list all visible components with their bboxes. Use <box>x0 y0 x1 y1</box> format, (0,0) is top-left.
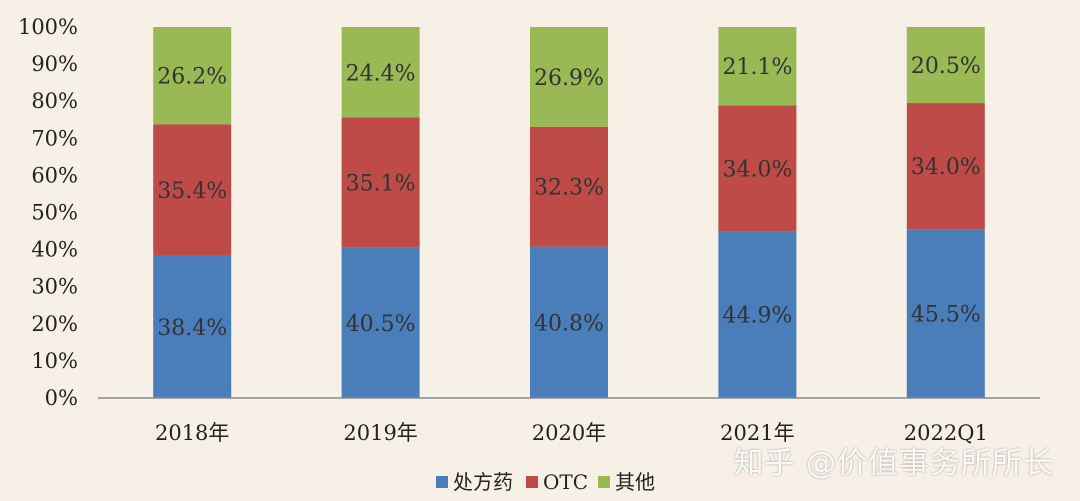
bar-segment <box>530 27 608 127</box>
legend-label: OTC <box>543 470 588 494</box>
bar-segment <box>906 27 985 104</box>
legend-swatch <box>526 476 538 488</box>
data-label: 34.0% <box>722 157 792 182</box>
watermark: 知乎 @价值事务所所长 <box>733 446 1054 481</box>
x-category-label: 2018年 <box>155 421 229 445</box>
legend-swatch <box>598 476 610 488</box>
y-tick-label: 100% <box>18 15 78 39</box>
x-category-label: 2022Q1 <box>904 421 988 445</box>
data-label: 40.8% <box>534 311 604 336</box>
bar-segment <box>718 27 797 106</box>
data-label: 45.5% <box>911 303 981 328</box>
bar-segment <box>530 246 608 398</box>
data-label: 24.4% <box>346 61 416 86</box>
x-category-label: 2019年 <box>343 421 417 445</box>
data-label: 35.4% <box>157 179 227 204</box>
x-category-label: 2020年 <box>532 421 606 445</box>
bar-segment <box>718 105 797 232</box>
y-tick-label: 30% <box>31 275 78 299</box>
data-label: 34.0% <box>911 155 981 180</box>
y-tick-label: 40% <box>31 238 78 262</box>
data-label: 21.1% <box>722 55 792 80</box>
y-tick-label: 90% <box>31 52 78 76</box>
bars <box>153 27 985 398</box>
data-labels: 38.4% 35.4% 26.2% 40.5% 35.1% 24.4% 40.8% 32.3%… <box>157 54 980 341</box>
data-label: 26.2% <box>157 65 227 90</box>
bar-segment <box>530 126 608 247</box>
bar-segment <box>153 255 232 398</box>
x-category-label: 2021年 <box>720 421 794 445</box>
data-label: 38.4% <box>157 316 227 341</box>
bar-segment <box>906 229 985 398</box>
bar-segment <box>718 231 797 398</box>
legend-swatch <box>436 476 448 488</box>
legend-label: 其他 <box>615 470 655 494</box>
data-label: 44.9% <box>722 304 792 329</box>
bar-segment <box>341 27 420 118</box>
data-label: 20.5% <box>911 54 981 79</box>
data-label: 35.1% <box>346 172 416 197</box>
bar-segment <box>906 103 985 230</box>
y-tick-label: 60% <box>31 163 78 187</box>
bar-segment <box>153 27 232 125</box>
legend-label: 处方药 <box>453 470 513 494</box>
legend: 处方药 OTC 其他 <box>436 470 655 494</box>
data-label: 26.9% <box>534 66 604 91</box>
y-tick-label: 50% <box>31 201 78 225</box>
bar-segment <box>153 124 232 256</box>
y-tick-label: 80% <box>31 89 78 113</box>
x-axis-categories: 2018年 2019年 2020年 2021年 2022Q1 <box>155 421 988 445</box>
data-label: 40.5% <box>346 312 416 337</box>
y-axis-ticks: 0% 10% 20% 30% 40% 50% 60% 70% 80% 90% 100% <box>18 15 78 410</box>
bar-segment <box>341 247 420 398</box>
y-tick-label: 0% <box>45 386 78 410</box>
y-tick-label: 70% <box>31 126 78 150</box>
data-label: 32.3% <box>534 176 604 201</box>
y-tick-label: 10% <box>31 349 78 373</box>
y-tick-label: 20% <box>31 312 78 336</box>
bar-segment <box>341 117 420 248</box>
